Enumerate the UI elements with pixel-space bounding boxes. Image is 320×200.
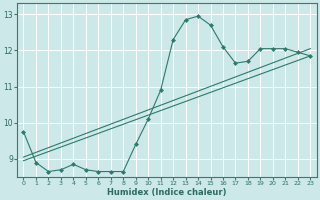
X-axis label: Humidex (Indice chaleur): Humidex (Indice chaleur) bbox=[107, 188, 227, 197]
